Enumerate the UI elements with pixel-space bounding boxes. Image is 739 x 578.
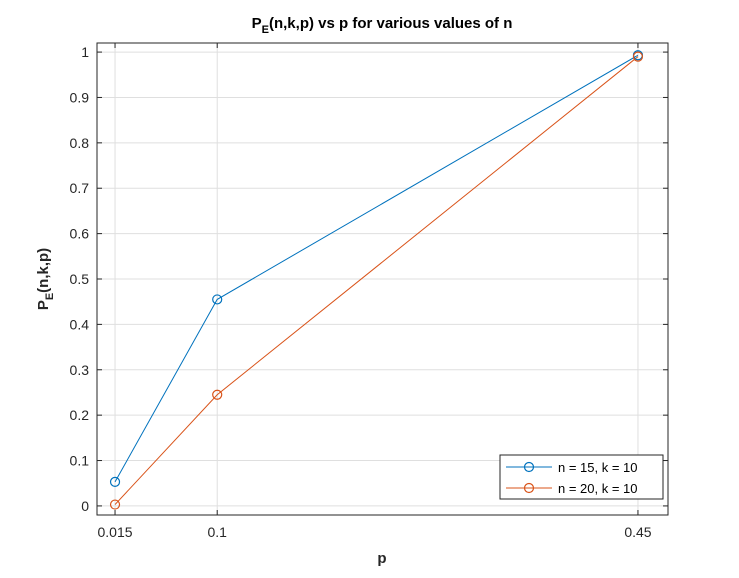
legend: n = 15, k = 10 n = 20, k = 10 [499, 454, 664, 500]
x-tick-label: 0.45 [624, 524, 651, 540]
data-point-series-0 [109, 476, 121, 487]
y-axis-label: PE(n,k,p) [35, 248, 56, 310]
x-tick-label: 0.1 [207, 524, 227, 540]
y-axis-label-subscript: E [44, 293, 56, 300]
y-tick-label: 1 [81, 44, 89, 60]
series-line-1 [114, 56, 639, 505]
legend-marker-series-1 [523, 482, 535, 494]
series-lines [114, 54, 639, 505]
x-axis-label: p [377, 550, 386, 567]
grid-lines [97, 43, 668, 515]
data-point-series-1 [109, 499, 121, 510]
chart-title: PE(n,k,p) vs p for various values of n [252, 15, 513, 36]
y-axis-label-main: P [35, 300, 52, 310]
y-tick-label: 0 [81, 498, 89, 514]
y-tick-label: 0.9 [70, 89, 90, 105]
y-tick-label: 0.3 [70, 362, 90, 378]
legend-label-series-0: n = 15, k = 10 [558, 460, 638, 475]
series-line-0 [114, 54, 639, 483]
y-tick-label: 0.1 [70, 453, 90, 469]
chart-title-rest: (n,k,p) vs p for various values of n [269, 15, 512, 32]
y-tick-label: 0.4 [70, 316, 90, 332]
y-axis-label-rest: (n,k,p) [35, 248, 52, 293]
legend-marker-series-0 [523, 461, 535, 473]
chart-title-subscript: E [262, 24, 269, 36]
axis-ticks: 0 0.1 0.2 0.3 0.4 0.5 0.6 0.7 0.8 0.9 1 0.015 0.1 0.4… [70, 43, 668, 540]
y-tick-label: 0.8 [70, 135, 90, 151]
y-tick-label: 0.6 [70, 226, 90, 242]
series-markers [109, 50, 644, 510]
data-point-series-1 [212, 389, 223, 400]
x-tick-label: 0.015 [98, 524, 133, 540]
y-tick-label: 0.2 [70, 407, 90, 423]
y-tick-label: 0.5 [70, 271, 90, 287]
y-tick-label: 0.7 [70, 180, 90, 196]
data-point-series-0 [212, 294, 223, 305]
data-point-series-1 [632, 51, 644, 62]
legend-label-series-1: n = 20, k = 10 [558, 481, 638, 496]
chart-title-main: P [252, 15, 262, 32]
